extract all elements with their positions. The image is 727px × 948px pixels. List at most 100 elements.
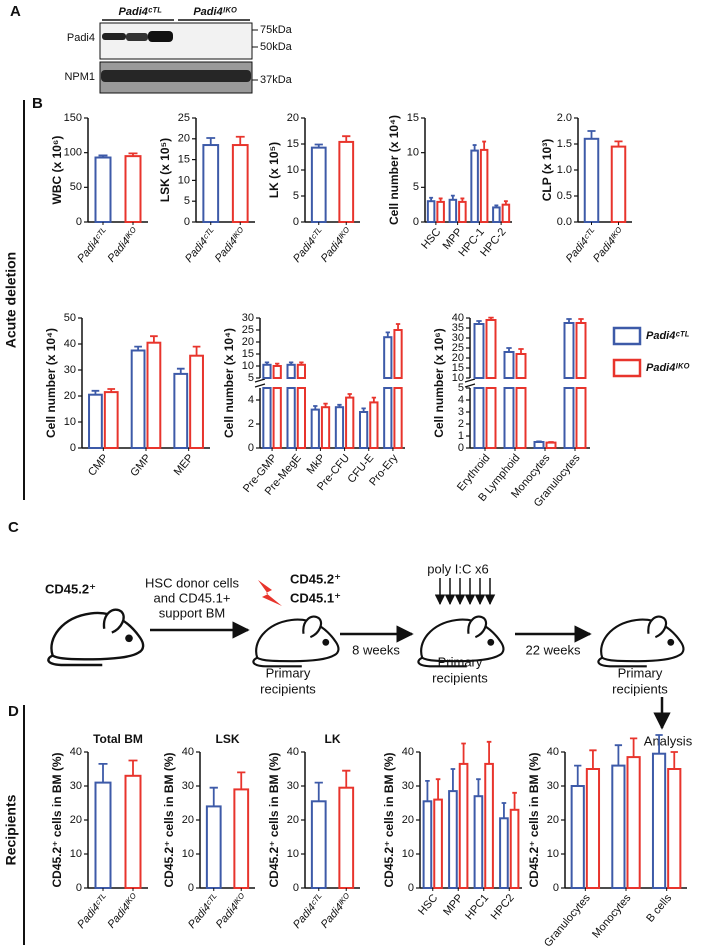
x-tick-label: GMP [128, 452, 153, 479]
y-tick-label: 40 [70, 746, 82, 758]
bar [202, 144, 220, 223]
bar [320, 406, 331, 450]
chart-title: LK [325, 732, 341, 746]
y-tick-label: 0 [413, 216, 419, 228]
error-bar [237, 771, 246, 790]
error-bar [670, 751, 678, 769]
bar [103, 391, 119, 450]
bar [359, 411, 369, 449]
error-bar [98, 763, 108, 783]
error-bar [150, 335, 158, 343]
error-bar [313, 405, 318, 410]
y-tick-label: 0 [458, 442, 464, 454]
error-bar [98, 154, 108, 158]
mouse [47, 608, 145, 667]
section-label: Acute deletion [3, 252, 19, 348]
y-tick-label: 40 [64, 338, 76, 350]
bar [338, 786, 355, 890]
error-bar [264, 361, 270, 365]
y-tick-label: 30 [242, 312, 254, 324]
error-bar [589, 749, 597, 769]
y-tick-label: 40 [182, 746, 194, 758]
bar [448, 790, 458, 889]
y-tick-label: 4 [248, 394, 254, 406]
x-tick-label: HPC2 [489, 892, 517, 922]
bar [272, 387, 282, 449]
bar [611, 764, 626, 889]
bar [233, 788, 250, 890]
bar [485, 387, 497, 449]
recipient-label: Primary [266, 665, 311, 680]
bar [479, 148, 489, 223]
error-bar [506, 347, 512, 352]
y-tick-label: 10 [242, 360, 254, 372]
bar [310, 146, 327, 223]
y-tick-label: 15 [407, 112, 419, 124]
y-tick-label: 20 [287, 814, 299, 826]
bar [473, 387, 485, 449]
y-tick-label: 5 [293, 190, 299, 202]
y-tick-label: 40 [452, 312, 464, 324]
panel-letter: D [8, 703, 19, 720]
bar [272, 365, 282, 379]
marker-label: 75kDa [260, 24, 293, 36]
bar [393, 387, 403, 449]
y-tick-label: 20 [70, 814, 82, 826]
bar [499, 817, 509, 889]
error-bar [614, 744, 623, 766]
legend-swatch [612, 358, 642, 378]
legend-label: Padi4ᶜᵀᴸ [646, 330, 689, 342]
error-bar [323, 402, 328, 408]
donor-note: support BM [159, 605, 225, 620]
blot-box [99, 22, 253, 60]
y-tick-label: 20 [182, 814, 194, 826]
x-tick-label: Padi4ᶜᵀᴸ [183, 226, 218, 265]
bar [503, 351, 515, 379]
y-tick-label: 20 [547, 814, 559, 826]
error-bar [134, 345, 142, 351]
error-bar [501, 802, 507, 819]
bar [503, 387, 515, 449]
bar [262, 387, 272, 449]
y-tick-label: 30 [182, 780, 194, 792]
error-bar [209, 786, 218, 807]
y-tick-label: 0 [293, 216, 299, 228]
error-bar [128, 759, 138, 776]
bar [515, 353, 527, 379]
recipient-label: Primary [438, 654, 483, 669]
x-tick-label: Padi4ᴵᴷᴼ [213, 226, 248, 265]
bar [94, 781, 112, 889]
y-tick-label: 1.5 [557, 138, 572, 150]
y-tick-label: 30 [452, 332, 464, 344]
axis-break [464, 378, 476, 388]
y-tick-label: 150 [64, 112, 82, 124]
y-tick-label: 0 [70, 442, 76, 454]
error-bar [314, 781, 323, 802]
y-tick-label: 25 [242, 324, 254, 336]
error-bar [176, 367, 185, 374]
error-bar [235, 135, 245, 146]
y-axis-label: CD45.2⁺ cells in BM (%) [50, 752, 64, 887]
error-bar [536, 440, 542, 443]
bar [436, 200, 445, 223]
y-tick-label: 10 [64, 416, 76, 428]
band [148, 31, 173, 42]
bar [458, 762, 469, 890]
bar [484, 762, 494, 890]
bar [334, 406, 345, 450]
mouse [252, 615, 340, 668]
bar [383, 336, 393, 380]
x-tick-label: Monocytes [590, 892, 634, 941]
error-bar [288, 361, 294, 365]
bar [393, 329, 403, 379]
y-tick-label: 25 [178, 112, 190, 124]
western-blot: Padi4ᶜᵀᴸ Padi4ᴵᴷᴼ Padi4 NPM1 75kDa 50kDa… [64, 6, 293, 94]
bar [310, 800, 327, 889]
y-tick-label: 2 [248, 418, 254, 430]
bar [651, 752, 667, 890]
bar [473, 323, 485, 379]
bar [533, 441, 545, 449]
y-tick-label: 0 [408, 882, 414, 894]
donor-note: and CD45.1+ [154, 590, 231, 605]
